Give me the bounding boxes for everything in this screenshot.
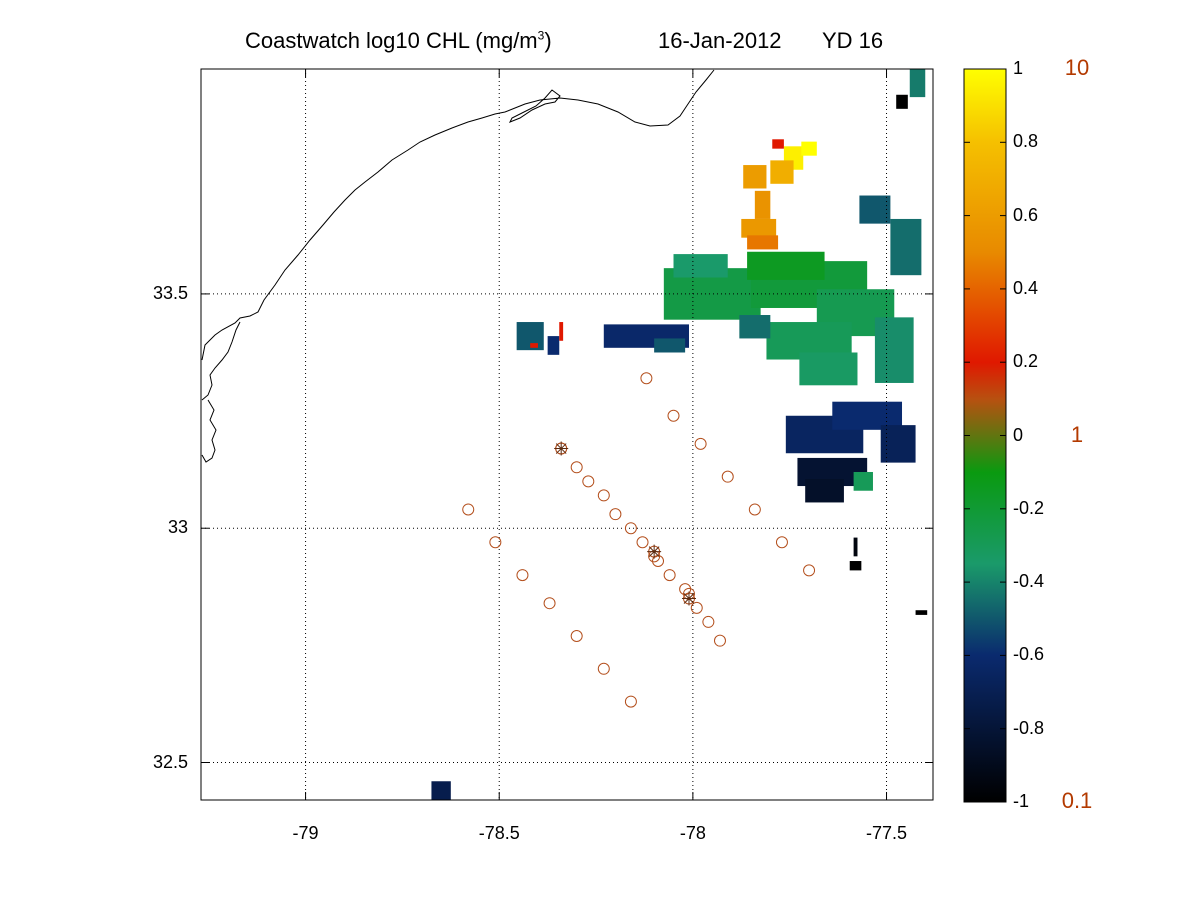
colorbar-linear-label: 0.1 (1061, 788, 1093, 813)
station-marker (694, 437, 707, 450)
chl-pixel-patch (770, 160, 794, 184)
station-marker (597, 489, 610, 502)
chl-pixel-patch (559, 322, 564, 341)
latitude-tick-label: 33.5 (152, 282, 188, 303)
chl-pixel-patch (747, 235, 779, 250)
chl-pixel-patch (743, 165, 767, 189)
chlorophyll-pixels (431, 69, 928, 800)
station-marker (713, 634, 726, 647)
station-marker (640, 372, 653, 385)
station-marker (803, 564, 816, 577)
chl-pixel-patch (915, 610, 928, 615)
colorbar-linear-label: 1 (1070, 421, 1084, 447)
station-marker (663, 569, 676, 582)
title-text: Coastwatch log10 CHL (mg/m (245, 28, 538, 53)
station-marker (690, 601, 703, 614)
station-marker (702, 615, 715, 628)
station-marker (636, 536, 649, 549)
chl-pixel-patch (547, 336, 560, 355)
chl-pixel-patch (859, 195, 891, 224)
colorbar-tick-label: 0 (1013, 424, 1024, 445)
colorbar-tick-label: 0.6 (1013, 204, 1039, 225)
longitude-tick-label: -78.5 (478, 823, 520, 843)
colorbar-tick-marks (964, 68, 1006, 803)
station-marker (667, 409, 680, 422)
longitude-tick-label: -77.5 (866, 823, 908, 843)
colorbar-linear-label: 10 (1064, 55, 1090, 80)
chl-pixel-patch (805, 479, 844, 503)
colorbar (963, 68, 1007, 803)
highlighted-station-star (682, 591, 696, 606)
chl-pixel-patch (880, 425, 916, 463)
station-marker (597, 662, 610, 675)
station-marker (489, 536, 502, 549)
station-marker (582, 475, 595, 488)
chl-pixel-patch (909, 69, 926, 98)
plot-title: Coastwatch log10 CHL (mg/m3) (245, 28, 552, 54)
highlighted-station-star (647, 544, 662, 559)
chl-pixel-patch (754, 190, 771, 219)
title-closing-paren: ) (544, 28, 552, 53)
colorbar-tick-label: 1 (1013, 58, 1024, 78)
station-marker (624, 695, 637, 708)
colorbar-tick-label: -0.8 (1013, 717, 1045, 738)
map-tick-marks (201, 69, 933, 800)
colorbar-tick-label: 0.8 (1013, 131, 1039, 152)
longitude-tick-label: -78 (679, 823, 706, 843)
chl-pixel-patch (853, 537, 858, 557)
station-marker (570, 629, 583, 642)
title-yearday: YD 16 (822, 28, 884, 53)
chl-pixel-patch (739, 315, 771, 339)
colorbar-tick-label: -0.2 (1013, 497, 1045, 518)
station-marker (775, 536, 788, 549)
chl-pixel-patch (530, 343, 538, 348)
coastline (201, 69, 715, 463)
chl-pixel-patch (874, 317, 914, 383)
chl-pixel-patch (799, 352, 858, 386)
station-marker (624, 522, 637, 535)
latitude-tick-label: 33 (167, 517, 188, 538)
colorbar-tick-label: -1 (1013, 791, 1030, 811)
chl-pixel-patch (747, 251, 825, 280)
title-date: 16-Jan-2012 (658, 28, 782, 53)
station-marker (721, 470, 734, 483)
station-marker (570, 461, 583, 474)
chl-pixel-patch (741, 218, 777, 238)
chl-pixel-patch (654, 338, 686, 353)
station-marker (748, 503, 761, 516)
station-marker (609, 508, 622, 521)
latitude-tick-label: 32.5 (152, 751, 188, 772)
longitude-tick-label: -79 (292, 823, 319, 843)
station-markers (462, 372, 816, 708)
chl-pixel-patch (801, 141, 817, 156)
chl-pixel-patch (431, 781, 451, 800)
colorbar-tick-label: -0.4 (1013, 571, 1045, 592)
station-marker (462, 503, 475, 516)
chl-pixel-patch (673, 254, 728, 278)
station-marker (516, 569, 529, 582)
colorbar-tick-label: -0.6 (1013, 644, 1045, 665)
chl-pixel-patch (772, 139, 784, 149)
chl-pixel-patch (849, 561, 862, 571)
map-axes-frame (200, 68, 934, 801)
colorbar-tick-label: 0.2 (1013, 351, 1039, 372)
station-marker (543, 597, 556, 610)
chl-pixel-patch (853, 471, 873, 491)
highlighted-station-star (554, 441, 569, 456)
chl-pixel-patch (890, 218, 922, 276)
chl-pixel-patch (896, 94, 908, 109)
title-unit-superscript: 3 (537, 28, 545, 43)
colorbar-tick-label: 0.4 (1013, 277, 1039, 298)
